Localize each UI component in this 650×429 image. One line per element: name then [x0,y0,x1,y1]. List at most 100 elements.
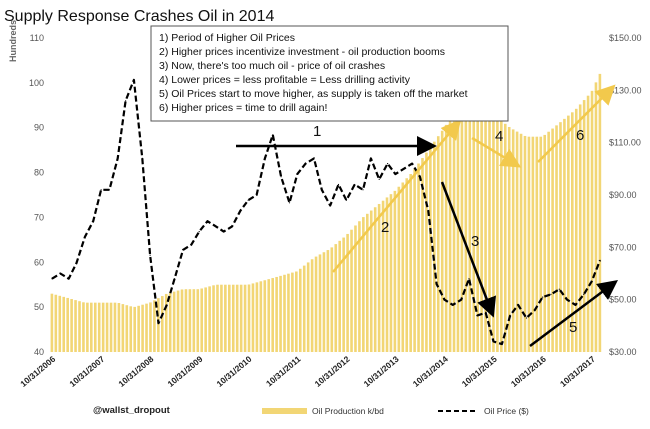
arrow-3 [440,181,496,318]
production-bar [247,284,251,352]
oil-price-point [411,163,413,165]
oil-price-point [574,304,577,306]
arrow-label-2: 2 [381,219,389,236]
oil-price-point [362,189,364,191]
production-bar [334,244,338,352]
credit-label: @wallst_dropout [93,405,171,416]
oil-price-point [394,173,396,175]
production-bar [121,304,125,352]
production-bar [429,147,432,352]
production-bar [192,289,196,352]
production-bar [105,302,109,352]
production-bar [373,207,377,352]
y-tick-right: $150.00 [609,33,642,43]
oil-price-point [68,278,70,280]
production-bar [228,284,231,352]
production-bar [235,284,239,352]
oil-price-point [280,176,282,178]
y-ticks-right: $30.00 $50.00 $70.00 $90.00 $110.00 $130.00 $1… [609,33,642,357]
production-bar [452,112,456,352]
oil-price-point [599,259,601,261]
production-bar [484,109,487,353]
production-bar [101,302,105,352]
production-bar [492,114,495,353]
production-bar [255,282,259,352]
production-bar [464,102,468,352]
y-tick-left: 100 [29,78,44,88]
production-bar [322,252,326,352]
production-bar [314,256,318,352]
production-bar [62,296,66,352]
production-bar [362,217,365,352]
production-bar [586,95,590,352]
production-bar [291,272,294,352]
production-bar [389,194,393,352]
annotation-line-3: 3) Now, there's too much oil - price of … [159,60,385,72]
x-tick: 10/31/2006 [18,354,57,389]
oil-price-point [476,314,478,316]
production-bar [358,221,361,352]
production-bar [488,112,491,352]
production-bar [109,302,113,352]
production-bar [421,158,424,352]
x-tick: 10/31/2011 [264,354,303,389]
oil-price-point [525,317,528,319]
oil-price-point [591,280,593,282]
oil-price-point [117,157,119,159]
oil-price-point [370,157,372,159]
oil-price-point [247,199,249,201]
production-bar [480,107,483,353]
production-bar [306,262,310,352]
production-bar [496,117,499,352]
production-bar [200,288,204,352]
production-bar [298,268,302,352]
production-bar [54,294,58,352]
production-bar [82,302,85,352]
oil-price-point [190,244,192,246]
production-bar [567,115,570,352]
oil-price-point [288,202,291,204]
production-bar [78,301,81,352]
oil-price-point [485,312,487,314]
production-bar [515,131,519,352]
annotation-box-frame [150,25,509,122]
x-tick: 10/31/2014 [411,354,450,389]
oil-price-point [534,309,536,311]
oil-price-point [141,157,143,159]
legend-label-price: Oil Price ($) [484,406,529,416]
oil-price-point [166,304,168,306]
production-bar [310,259,314,352]
y-tick-left: 50 [34,302,44,312]
production-bar [440,130,444,352]
oil-price-point [321,189,323,191]
production-bar [153,300,156,352]
oil-price-point [256,194,258,196]
oil-price-point [313,157,315,159]
production-bar [283,274,286,352]
oil-price-point [558,288,560,290]
oil-price-point [296,173,298,175]
production-bar [302,265,306,352]
oil-price-point [354,183,356,186]
production-bar [405,178,409,352]
production-bar [468,103,472,352]
production-bar [547,131,550,352]
production-bar [539,136,543,352]
oil-price-point [92,220,94,222]
production-bar [472,104,476,352]
arrow-label-6: 6 [576,127,584,144]
production-bar [413,168,416,352]
production-bar [157,298,160,352]
production-bar [117,303,121,352]
arrow-label-1: 1 [313,123,321,140]
oil-price-point [264,157,266,159]
oil-price-point [272,134,274,136]
production-bar [204,287,207,352]
production-bar [263,280,267,352]
oil-price-point [566,299,568,301]
arrow-label-3: 3 [471,233,479,250]
production-bar [133,306,136,352]
production-bar [216,284,219,352]
production-bar [594,82,598,353]
